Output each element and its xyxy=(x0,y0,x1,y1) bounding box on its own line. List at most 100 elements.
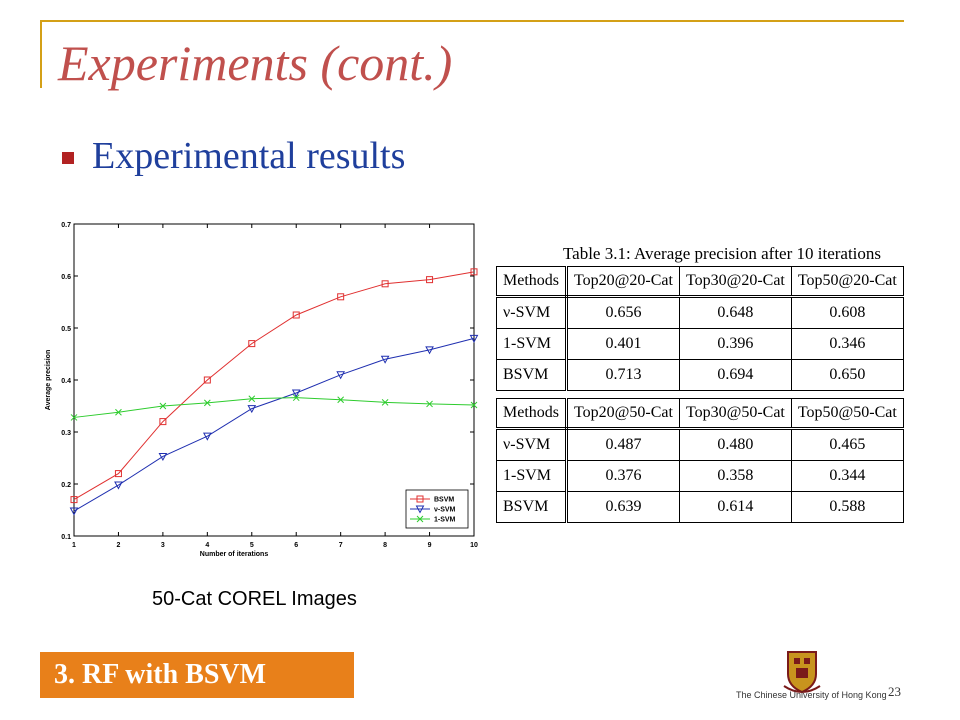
data-point xyxy=(203,399,211,407)
x-tick-label: 1 xyxy=(72,542,76,549)
table-cell-method: BSVM xyxy=(496,491,568,523)
table-cell: 0.346 xyxy=(790,328,904,360)
table-cell: 0.614 xyxy=(678,491,792,523)
data-point xyxy=(337,396,345,404)
data-point xyxy=(470,268,478,276)
table-header: Top20@20-Cat xyxy=(566,266,680,298)
y-tick-label: 0.4 xyxy=(61,378,71,385)
series-line xyxy=(73,337,475,512)
x-tick-label: 6 xyxy=(294,542,298,549)
slide-frame-left-line xyxy=(40,20,42,88)
legend-label: ν-SVM xyxy=(434,507,456,514)
table-header: Top50@50-Cat xyxy=(790,398,904,430)
data-point xyxy=(426,400,433,408)
table-cell: 0.396 xyxy=(678,328,792,360)
table-header: Top20@50-Cat xyxy=(566,398,680,430)
table-cell: 0.487 xyxy=(566,428,680,461)
table-cell: 0.656 xyxy=(566,296,680,329)
data-point xyxy=(469,334,479,343)
table-header: Top50@20-Cat xyxy=(790,266,904,298)
legend-marker xyxy=(416,495,424,503)
table-cell: 0.694 xyxy=(678,359,792,391)
plot-frame xyxy=(73,223,475,537)
data-point xyxy=(158,452,168,461)
data-point xyxy=(292,311,300,319)
table-cell-method: 1-SVM xyxy=(496,460,568,492)
section-badge: 3. RF with BSVM xyxy=(40,652,354,698)
table-cell-method: BSVM xyxy=(496,359,568,391)
data-point xyxy=(70,496,78,504)
table-header: Top30@50-Cat xyxy=(678,398,792,430)
table-cell-method: ν-SVM xyxy=(496,428,568,461)
y-axis-label: Average precision xyxy=(45,350,52,410)
data-point xyxy=(202,432,212,441)
legend-marker xyxy=(416,515,424,523)
data-point xyxy=(159,418,167,426)
data-point xyxy=(292,394,300,402)
table-cell: 0.358 xyxy=(678,460,792,492)
data-point xyxy=(426,276,434,284)
data-point xyxy=(381,280,389,288)
table-cell-method: ν-SVM xyxy=(496,296,568,329)
data-point xyxy=(114,470,122,478)
data-point xyxy=(425,346,434,355)
table-cell: 0.713 xyxy=(566,359,680,391)
data-point xyxy=(203,376,211,384)
slide-frame-top-line xyxy=(40,20,904,22)
data-point xyxy=(380,355,390,364)
table-row: BSVM 0.713 0.694 0.650 xyxy=(496,359,904,391)
table-cell: 0.648 xyxy=(678,296,792,329)
y-tick-label: 0.1 xyxy=(61,534,71,541)
table-cell-method: 1-SVM xyxy=(496,328,568,360)
x-tick-label: 3 xyxy=(161,542,165,549)
table-row: ν-SVM 0.487 0.480 0.465 xyxy=(496,428,904,461)
table-cell: 0.639 xyxy=(566,491,680,523)
slide-title: Experiments (cont.) xyxy=(58,35,453,91)
x-axis-label: Number of iterations xyxy=(200,551,269,558)
x-tick-label: 2 xyxy=(116,542,120,549)
results-table-50cat: Methods Top20@50-Cat Top30@50-Cat Top50@… xyxy=(496,398,904,523)
table-cell: 0.480 xyxy=(678,428,792,461)
table-row: ν-SVM 0.656 0.648 0.608 xyxy=(496,296,904,329)
slide-subtitle: Experimental results xyxy=(92,135,406,177)
table-row: 1-SVM 0.376 0.358 0.344 xyxy=(496,460,904,492)
table-cell: 0.376 xyxy=(566,460,680,492)
series-line xyxy=(73,271,475,501)
table-cell: 0.465 xyxy=(790,428,904,461)
data-point xyxy=(470,401,478,409)
data-point xyxy=(70,414,78,421)
table-header: Top30@20-Cat xyxy=(678,266,792,298)
data-point xyxy=(114,481,123,490)
y-tick-label: 0.7 xyxy=(61,222,71,229)
y-tick-label: 0.3 xyxy=(61,430,71,437)
table-cell: 0.344 xyxy=(790,460,904,492)
table-cell: 0.650 xyxy=(790,359,904,391)
table-cell: 0.401 xyxy=(566,328,680,360)
university-name: The Chinese University of Hong Kong xyxy=(736,690,887,700)
table-header-methods: Methods xyxy=(496,398,568,430)
data-point xyxy=(381,399,389,406)
bullet-square-icon xyxy=(62,152,74,164)
legend-label: 1-SVM xyxy=(434,517,456,524)
legend-label: BSVM xyxy=(434,497,454,504)
x-tick-label: 4 xyxy=(205,542,209,549)
university-crest-icon xyxy=(783,651,821,694)
table-cell: 0.608 xyxy=(790,296,904,329)
y-tick-label: 0.5 xyxy=(61,326,71,333)
data-point xyxy=(69,507,79,516)
legend-marker xyxy=(415,505,425,514)
data-point xyxy=(248,340,256,348)
chart-caption: 50-Cat COREL Images xyxy=(152,588,357,610)
series-line xyxy=(73,397,475,418)
x-tick-label: 9 xyxy=(428,542,432,549)
data-point xyxy=(336,371,346,380)
table-header-methods: Methods xyxy=(496,266,568,298)
data-point xyxy=(247,405,257,414)
table-cell: 0.588 xyxy=(790,491,904,523)
data-point xyxy=(337,293,345,301)
x-tick-label: 5 xyxy=(250,542,254,549)
results-table-20cat: Methods Top20@20-Cat Top30@20-Cat Top50@… xyxy=(496,266,904,391)
x-tick-label: 10 xyxy=(470,542,478,549)
data-point xyxy=(159,402,167,410)
table-row: BSVM 0.639 0.614 0.588 xyxy=(496,491,904,523)
